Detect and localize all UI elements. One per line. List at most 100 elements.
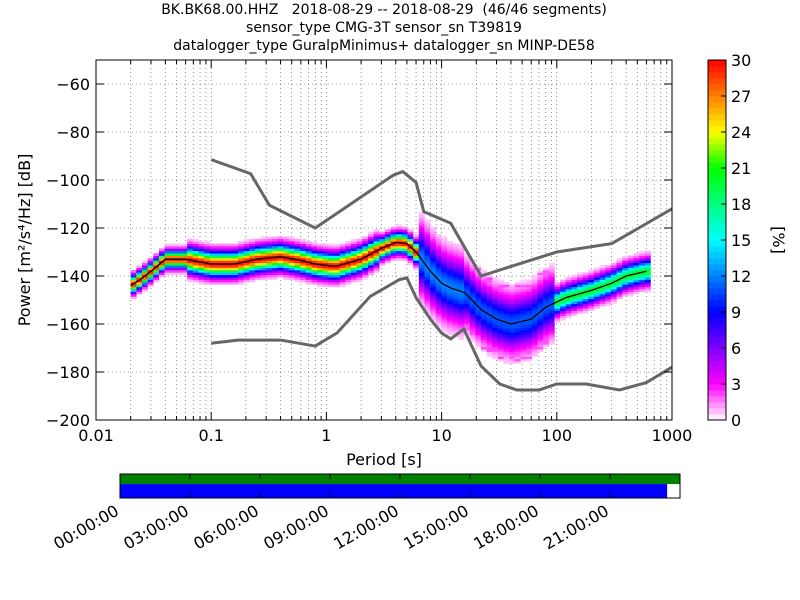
- psd-cell: [266, 267, 273, 271]
- psd-cell: [633, 255, 640, 259]
- psd-cell: [633, 253, 640, 256]
- psd-cell: [543, 289, 550, 292]
- psd-cell: [605, 272, 612, 276]
- colorbar-tick-label: 12: [731, 267, 751, 286]
- psd-cell: [373, 241, 380, 244]
- psd-cell: [452, 303, 459, 307]
- noise-model-low: [211, 276, 673, 392]
- colorbar-segment: [708, 336, 726, 343]
- psd-cell: [424, 289, 431, 292]
- psd-cell: [175, 248, 182, 252]
- psd-cell: [373, 231, 380, 235]
- psd-cell: [328, 243, 335, 247]
- psd-cell: [266, 272, 273, 276]
- psd-cell: [526, 306, 533, 309]
- psd-cell: [565, 315, 572, 319]
- psd-cell: [243, 258, 250, 261]
- psd-cell: [593, 298, 600, 302]
- psd-cell: [271, 236, 278, 240]
- psd-cell: [198, 279, 205, 283]
- psd-cell: [560, 301, 567, 304]
- psd-cell: [226, 265, 233, 268]
- psd-cell: [300, 267, 307, 271]
- psd-cell: [435, 301, 442, 304]
- psd-cell: [418, 289, 425, 292]
- psd-cell: [480, 325, 487, 328]
- psd-cell: [430, 248, 437, 252]
- psd-cell: [441, 296, 448, 300]
- psd-cell: [497, 294, 504, 297]
- psd-cell: [616, 286, 623, 290]
- psd-cell: [170, 253, 177, 256]
- psd-cell: [469, 322, 476, 326]
- psd-cell: [311, 274, 318, 278]
- psd-cell: [639, 277, 646, 280]
- psd-cell: [198, 282, 205, 285]
- psd-cell: [430, 250, 437, 254]
- psd-cell: [192, 253, 199, 256]
- psd-cell: [577, 306, 583, 309]
- psd-cell: [141, 286, 148, 290]
- psd-cell: [520, 320, 527, 324]
- psd-cell: [249, 253, 256, 256]
- psd-cell: [322, 253, 329, 256]
- psd-cell: [548, 313, 555, 316]
- psd-cell: [373, 262, 380, 266]
- colorbar-segment: [708, 276, 726, 283]
- psd-cell: [526, 301, 533, 304]
- psd-cell: [413, 255, 420, 259]
- psd-cell: [644, 260, 651, 264]
- psd-cell: [187, 255, 194, 259]
- psd-cell: [441, 282, 448, 285]
- psd-cell: [497, 320, 504, 324]
- psd-cell: [588, 308, 595, 312]
- psd-cell: [577, 296, 583, 300]
- psd-cell: [554, 291, 561, 295]
- psd-cell: [458, 313, 465, 316]
- psd-cell: [452, 267, 459, 271]
- psd-cell: [480, 282, 487, 285]
- psd-cell: [362, 250, 369, 254]
- psd-cell: [356, 250, 363, 254]
- psd-cell: [430, 291, 437, 295]
- psd-cell: [503, 291, 510, 295]
- psd-cell: [610, 267, 617, 271]
- psd-cell: [441, 301, 448, 304]
- psd-cell: [430, 298, 437, 302]
- psd-cell: [605, 296, 612, 300]
- psd-cell: [345, 262, 352, 266]
- psd-cell: [401, 229, 408, 232]
- psd-cell: [526, 351, 533, 355]
- psd-cell: [492, 318, 499, 321]
- psd-cell: [548, 289, 555, 292]
- psd-cell: [221, 272, 228, 276]
- psd-cell: [164, 270, 171, 273]
- psd-cell: [424, 258, 431, 261]
- psd-cell: [158, 265, 165, 268]
- psd-cell: [204, 274, 211, 278]
- psd-cell: [198, 258, 205, 261]
- psd-cell: [537, 315, 544, 319]
- psd-cell: [464, 315, 470, 319]
- psd-cell: [362, 236, 369, 240]
- psd-cell: [480, 337, 487, 340]
- psd-cell: [435, 267, 442, 271]
- psd-cell: [294, 267, 301, 271]
- psd-cell: [260, 274, 267, 278]
- psd-cell: [401, 234, 408, 237]
- psd-cell: [305, 248, 312, 252]
- psd-cell: [548, 310, 555, 314]
- psd-cell: [435, 282, 442, 285]
- psd-cell: [577, 286, 583, 290]
- psd-cell: [170, 270, 177, 273]
- psd-cell: [413, 265, 420, 268]
- psd-cell: [509, 289, 516, 292]
- psd-cell: [164, 248, 171, 252]
- psd-cell: [141, 270, 148, 273]
- psd-cell: [430, 308, 437, 312]
- psd-cell: [577, 298, 583, 302]
- colorbar-segment: [708, 414, 726, 421]
- psd-cell: [588, 270, 595, 273]
- psd-cell: [175, 265, 182, 268]
- psd-cell: [537, 327, 544, 331]
